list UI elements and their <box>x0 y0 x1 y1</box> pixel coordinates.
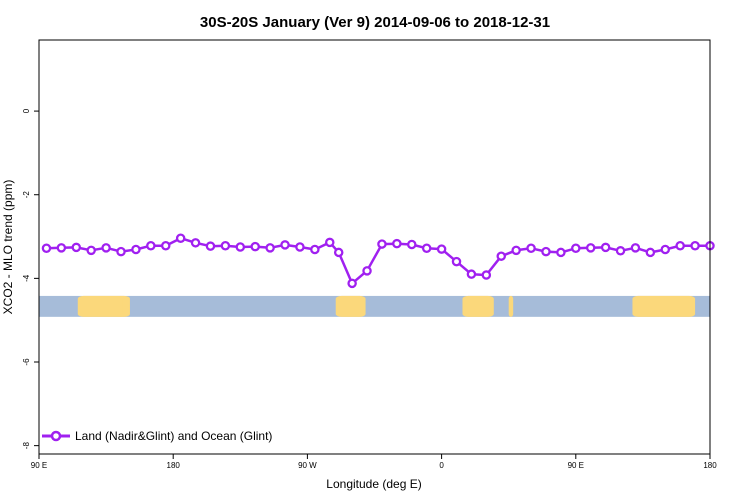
data-point <box>690 240 700 251</box>
data-point <box>131 244 141 255</box>
x-tick-label: 90 E <box>31 461 47 470</box>
y-tick-label: 0 <box>22 108 31 113</box>
land-segment-1 <box>335 295 366 317</box>
data-point <box>41 243 52 254</box>
x-axis: 90 E 180 90 W 0 90 E 180 <box>31 454 717 470</box>
legend-label: Land (Nadir&Glint) and Ocean (Glint) <box>75 429 272 443</box>
data-point <box>645 247 656 258</box>
data-point <box>496 251 506 261</box>
land-segment-5 <box>119 295 123 317</box>
data-point <box>407 239 417 250</box>
land-segment-3 <box>508 295 514 317</box>
data-point <box>347 278 357 289</box>
x-tick-label: 0 <box>439 461 444 470</box>
legend-marker <box>50 430 62 442</box>
surface-band <box>39 295 710 317</box>
data-point <box>630 243 641 253</box>
data-point <box>160 240 171 251</box>
chart-title: 30S-20S January (Ver 9) 2014-09-06 to 20… <box>200 14 550 31</box>
data-point <box>310 244 320 255</box>
data-point <box>220 240 231 251</box>
data-point <box>250 241 260 252</box>
data-point <box>421 243 432 254</box>
data-point <box>511 245 521 256</box>
data-point <box>101 243 111 253</box>
data-point <box>541 246 551 257</box>
data-point <box>556 247 566 258</box>
data-point <box>205 241 216 251</box>
x-tick-label: 180 <box>167 461 181 470</box>
data-point <box>175 233 186 243</box>
data-point <box>571 243 581 254</box>
data-point <box>660 244 671 255</box>
data-point <box>436 244 447 254</box>
x-axis-label: Longitude (deg E) <box>326 477 421 491</box>
y-tick-label: -2 <box>22 191 31 199</box>
data-point <box>86 245 96 256</box>
land-segment-4 <box>632 295 696 317</box>
data-point <box>295 242 305 252</box>
y-axis-label: XCO2 - MLO trend (ppm) <box>1 180 15 315</box>
data-point <box>600 242 611 253</box>
legend: Land (Nadir&Glint) and Ocean (Glint) <box>42 429 272 443</box>
series-layer <box>41 233 715 289</box>
data-point <box>451 256 462 267</box>
data-point <box>333 247 344 258</box>
data-point <box>280 240 290 250</box>
data-point <box>675 240 685 251</box>
data-point <box>585 243 596 253</box>
x-tick-label: 180 <box>703 461 717 470</box>
land-segment-2 <box>462 295 494 317</box>
data-point <box>481 270 492 280</box>
y-tick-label: -6 <box>22 358 31 366</box>
data-point <box>377 239 387 249</box>
data-point <box>325 237 335 248</box>
ocean-band <box>39 295 710 317</box>
data-point <box>56 243 67 253</box>
data-point <box>235 242 246 252</box>
data-point <box>116 246 126 257</box>
data-point <box>362 266 372 276</box>
data-point <box>615 246 626 256</box>
x-tick-label: 90 E <box>568 461 584 470</box>
data-point <box>146 240 156 251</box>
data-point <box>526 243 536 254</box>
y-axis: 0 -2 -4 -6 -8 <box>22 108 39 449</box>
data-point <box>265 243 275 253</box>
data-point <box>71 242 82 253</box>
series-line-0 <box>46 236 710 285</box>
x-tick-label: 90 W <box>298 461 317 470</box>
data-point <box>466 269 477 279</box>
land-segment-0 <box>77 295 130 317</box>
y-tick-label: -8 <box>22 442 31 450</box>
data-point <box>190 238 201 248</box>
y-tick-label: -4 <box>22 274 31 282</box>
plot-frame <box>38 39 711 455</box>
data-point <box>392 238 402 249</box>
